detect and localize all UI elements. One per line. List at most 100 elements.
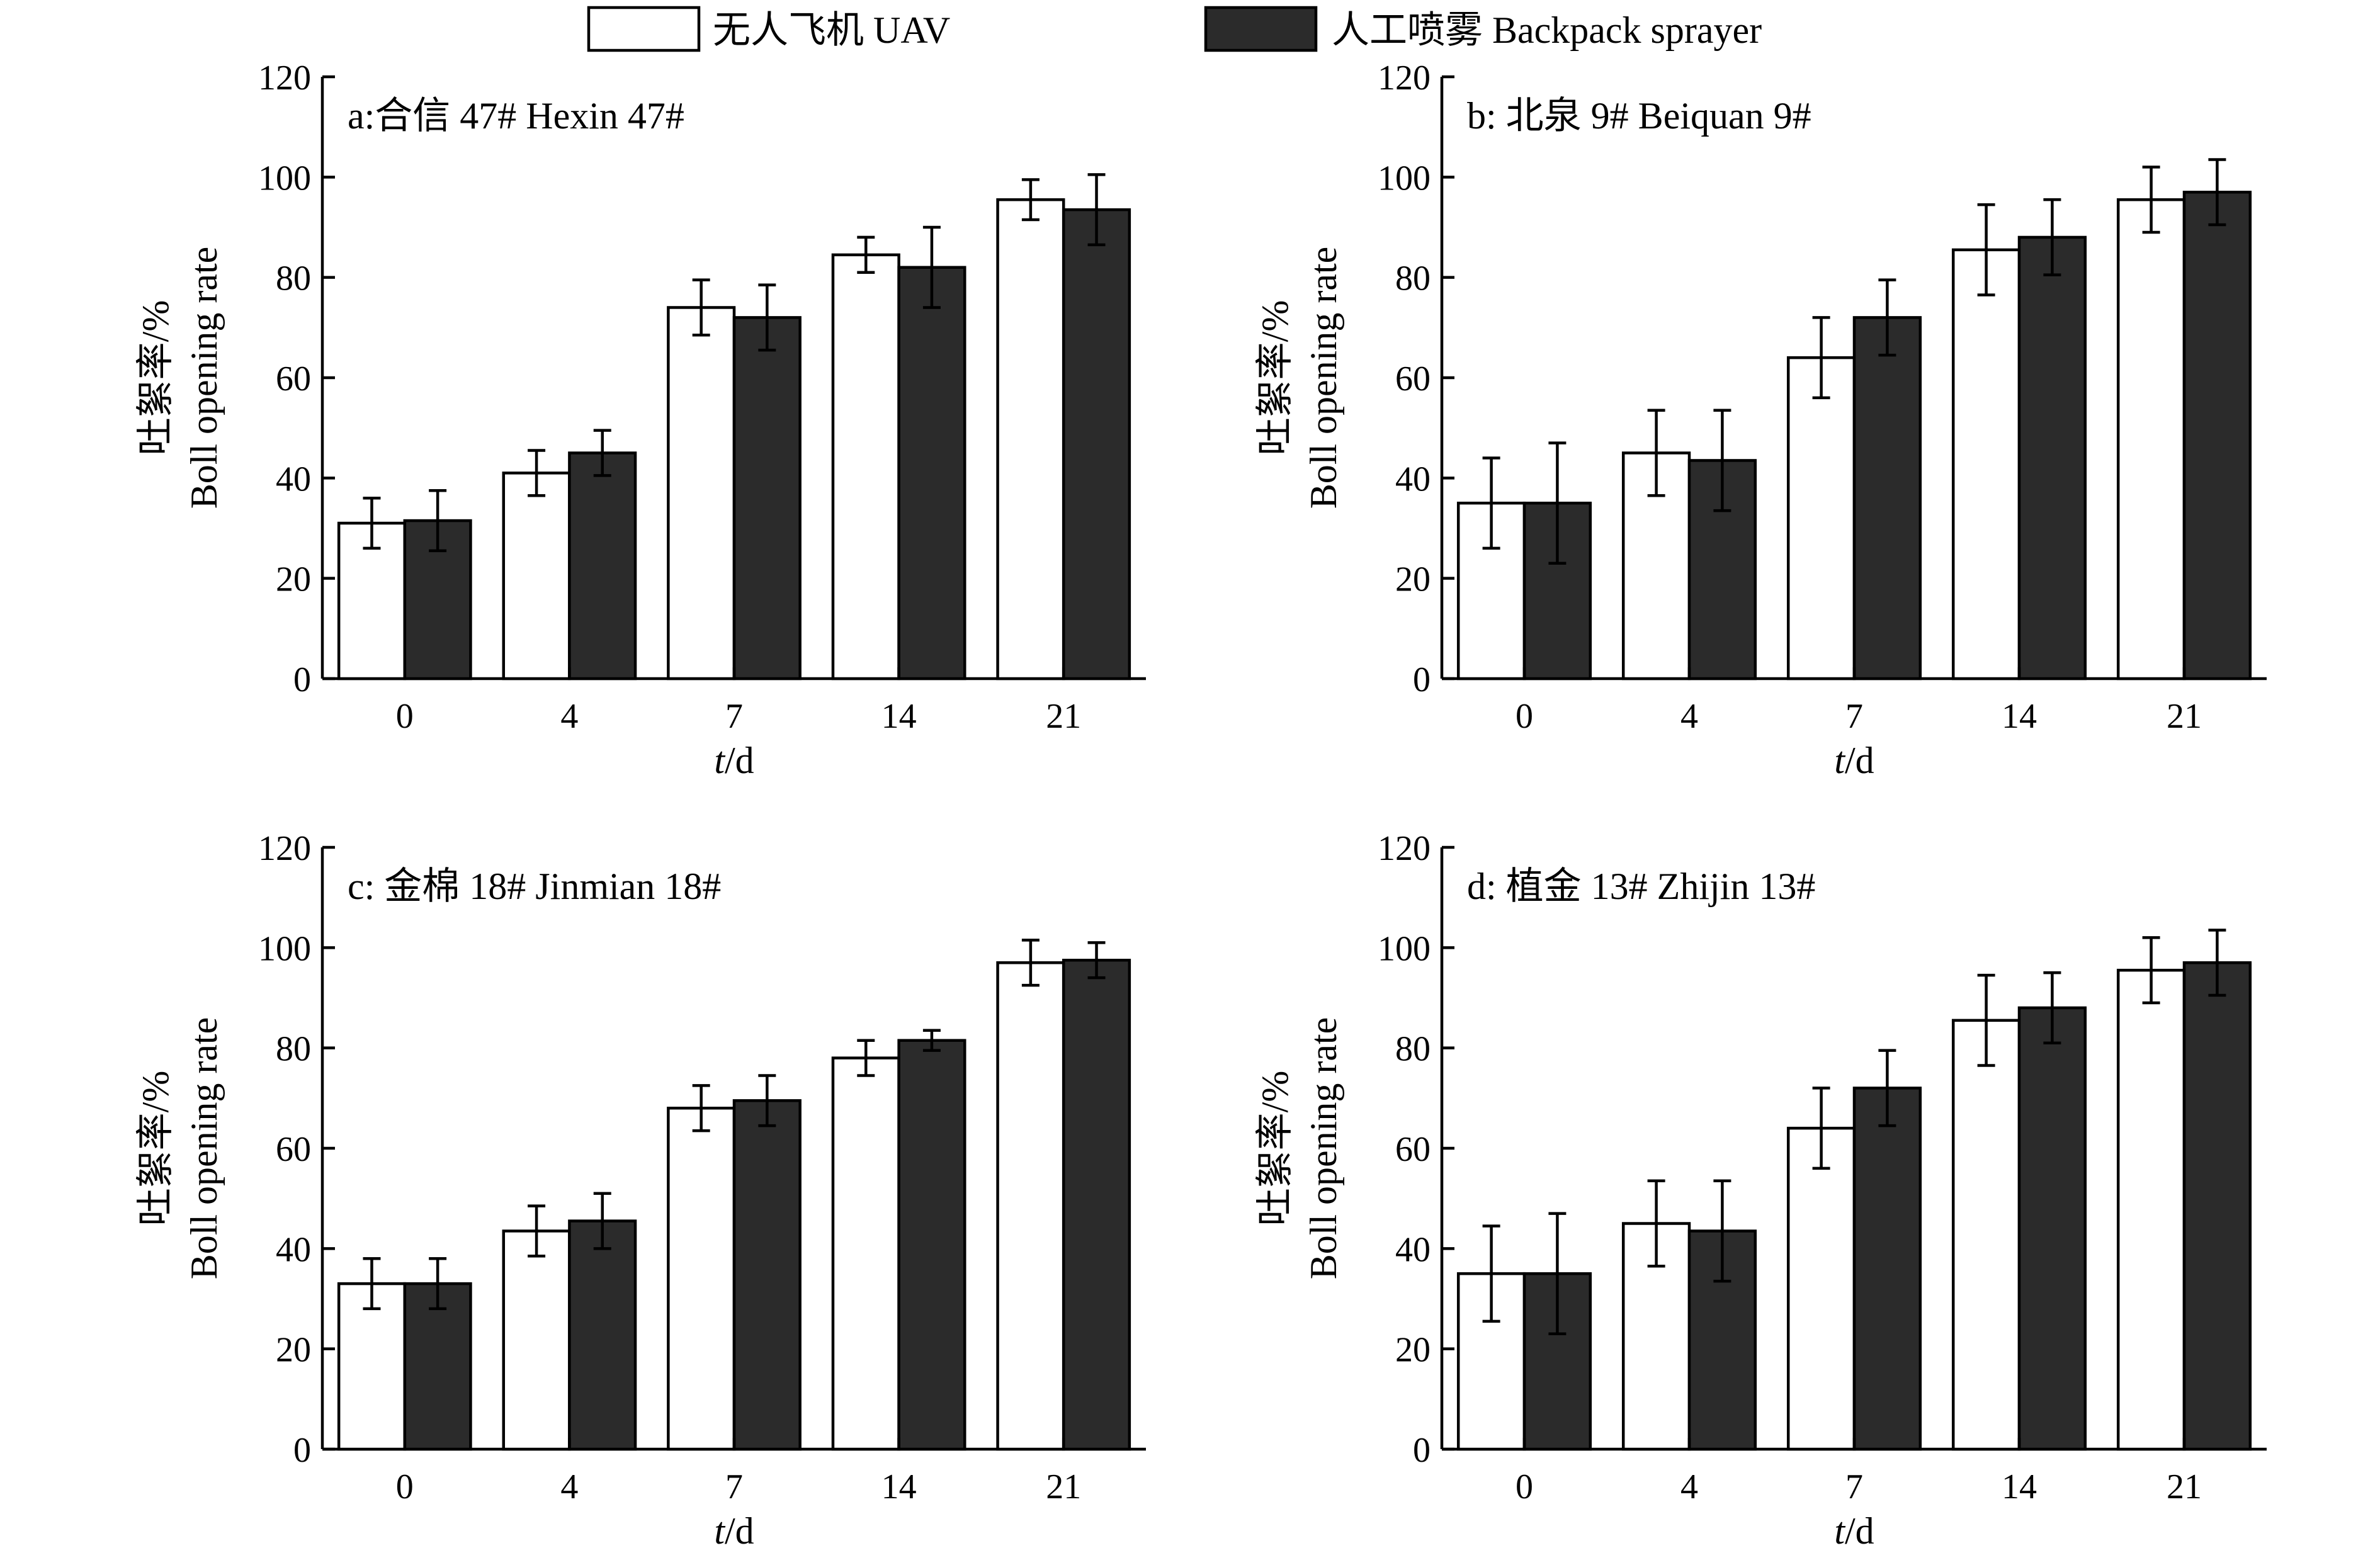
panel-title-c: c: 金棉 18# Jinmian 18#: [348, 866, 721, 907]
x-tick-label-d-21: 21: [2167, 1467, 2202, 1506]
bar-d-backpack-21: [2182, 961, 2252, 1451]
error-bar-a-backpack-4: [593, 429, 611, 477]
y-tick-label-d-100: 100: [1378, 929, 1431, 968]
error-bar-d-uav-4: [1647, 1179, 1665, 1268]
x-tick-label-a-4: 4: [560, 697, 578, 736]
x-tick-label-c-7: 7: [725, 1467, 743, 1506]
x-tick-label-a-14: 14: [881, 697, 917, 736]
y-tick-label-c-80: 80: [276, 1030, 311, 1069]
x-tick-label-d-0: 0: [1516, 1467, 1533, 1506]
bar-c-uav-21: [996, 961, 1065, 1451]
panel-title-d: d: 植金 13# Zhijin 13#: [1467, 866, 1815, 907]
error-bar-d-uav-0: [1482, 1224, 1500, 1323]
panel-title-a: a:合信 47# Hexin 47#: [348, 95, 684, 137]
y-tick-label-a-40: 40: [276, 460, 311, 499]
bar-d-uav-0: [1456, 1272, 1526, 1451]
error-bar-c-uav-7: [692, 1084, 710, 1133]
x-tick-label-b-14: 14: [2002, 697, 2037, 736]
x-axis-title-unit-c: /d: [725, 1510, 754, 1548]
x-axis-title-unit-d: /d: [1845, 1510, 1874, 1548]
y-tick-label-b-40: 40: [1395, 460, 1431, 499]
y-tick-label-c-100: 100: [258, 929, 311, 968]
y-tick-label-d-20: 20: [1395, 1331, 1431, 1370]
bar-b-backpack-7: [1852, 316, 1922, 681]
error-bar-c-uav-4: [528, 1204, 546, 1258]
x-tick-label-d-4: 4: [1680, 1467, 1698, 1506]
legend: 无人飞机 UAV 人工喷雾 Backpack sprayer: [587, 6, 1762, 52]
error-bar-d-backpack-14: [2043, 971, 2061, 1044]
y-tick-label-d-0: 0: [1413, 1431, 1431, 1470]
panel-a: 0 20 40 60 80 100 120 0 4 7 14 21 a:合信 47# Hexin 47#…: [135, 59, 1146, 781]
y-axis-title-cn-b: 吐絮率/%: [1254, 300, 1296, 456]
bar-b-backpack-14: [2017, 235, 2087, 681]
error-bar-a-uav-0: [363, 496, 381, 550]
x-tick-label-b-4: 4: [1680, 697, 1698, 736]
y-tick-label-a-0: 0: [293, 660, 311, 699]
y-tick-label-d-60: 60: [1395, 1130, 1431, 1169]
bar-c-backpack-0: [403, 1282, 472, 1451]
bar-a-backpack-14: [897, 266, 966, 681]
bar-a-backpack-21: [1062, 208, 1131, 681]
error-bar-a-backpack-21: [1087, 173, 1106, 247]
bar-c-backpack-14: [897, 1039, 966, 1451]
y-tick-label-b-120: 120: [1378, 59, 1431, 98]
error-bar-a-uav-14: [857, 235, 875, 274]
bar-b-backpack-21: [2182, 190, 2252, 681]
error-bar-c-uav-21: [1021, 939, 1040, 987]
bar-a-uav-21: [996, 198, 1065, 681]
y-tick-label-b-20: 20: [1395, 560, 1431, 599]
x-tick-label-b-7: 7: [1845, 697, 1863, 736]
y-tick-label-b-60: 60: [1395, 359, 1431, 398]
x-axis-title-italic-c: t: [714, 1510, 725, 1548]
x-axis-title-unit-b: /d: [1845, 740, 1874, 781]
y-tick-label-a-60: 60: [276, 359, 311, 398]
y-tick-label-d-40: 40: [1395, 1230, 1431, 1269]
error-bar-c-backpack-21: [1087, 941, 1106, 980]
panel-d: 0 20 40 60 80 100 120 0 4 7 14 21 d: 植金 13# Zhijin 1…: [1254, 829, 2267, 1548]
bar-c-uav-4: [502, 1229, 571, 1451]
bar-d-backpack-14: [2017, 1006, 2087, 1451]
legend-label-backpack: 人工喷雾 Backpack sprayer: [1332, 9, 1762, 51]
legend-label-uav: 无人飞机 UAV: [713, 9, 950, 51]
bar-b-uav-14: [1951, 248, 2021, 681]
x-axis-title-italic-b: t: [1834, 740, 1845, 781]
y-tick-label-b-100: 100: [1378, 159, 1431, 198]
error-bar-a-backpack-7: [758, 283, 776, 352]
x-tick-label-b-21: 21: [2167, 697, 2202, 736]
error-bar-a-backpack-0: [429, 489, 447, 553]
y-tick-label-a-100: 100: [258, 159, 311, 198]
y-axis-title-en-c: Boll opening rate: [183, 1017, 225, 1280]
error-bar-b-uav-21: [2142, 166, 2160, 234]
legend-swatch-backpack: [1204, 6, 1318, 52]
error-bar-b-backpack-14: [2043, 198, 2061, 276]
y-tick-label-c-40: 40: [276, 1230, 311, 1269]
error-bar-c-backpack-0: [429, 1257, 447, 1311]
x-axis-title-d: t/d: [1834, 1510, 1874, 1548]
y-tick-label-a-80: 80: [276, 259, 311, 298]
bar-a-uav-4: [502, 472, 571, 681]
y-tick-label-c-120: 120: [258, 829, 311, 868]
error-bar-b-uav-14: [1977, 203, 1995, 297]
x-tick-label-c-4: 4: [560, 1467, 578, 1506]
y-axis-title-cn-a: 吐絮率/%: [135, 300, 176, 456]
y-tick-label-d-120: 120: [1378, 829, 1431, 868]
x-tick-label-d-14: 14: [2002, 1467, 2037, 1506]
x-axis-title-c: t/d: [714, 1510, 754, 1548]
bar-d-uav-7: [1786, 1126, 1856, 1451]
bar-c-uav-14: [831, 1056, 900, 1451]
bar-d-backpack-7: [1852, 1087, 1922, 1451]
y-tick-label-c-20: 20: [276, 1331, 311, 1370]
error-bar-d-uav-14: [1977, 973, 1995, 1067]
bar-c-backpack-7: [732, 1099, 802, 1451]
bar-c-backpack-21: [1062, 959, 1131, 1451]
bar-d-uav-21: [2116, 968, 2186, 1451]
panel-b: 0 20 40 60 80 100 120 0 4 7 14 21 b: 北泉 9# Beiquan 9…: [1254, 59, 2267, 781]
x-tick-label-c-0: 0: [396, 1467, 414, 1506]
x-axis-title-italic-a: t: [714, 740, 725, 781]
x-axis-title-italic-d: t: [1834, 1510, 1845, 1548]
bar-a-uav-7: [667, 306, 736, 681]
bar-b-uav-7: [1786, 356, 1856, 681]
y-tick-label-a-20: 20: [276, 560, 311, 599]
error-bar-b-uav-0: [1482, 456, 1500, 550]
x-tick-label-a-7: 7: [725, 697, 743, 736]
